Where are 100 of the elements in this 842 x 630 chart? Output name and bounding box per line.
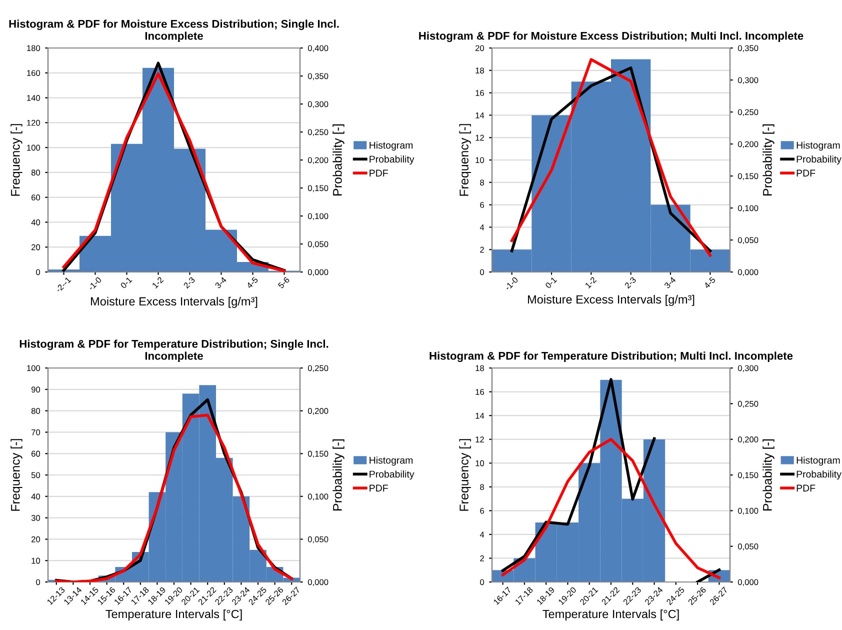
x-axis-title: Temperature Intervals [°C]: [542, 610, 679, 621]
y-tick-label: 10: [32, 558, 40, 564]
x-axis-title: Temperature Intervals [°C]: [106, 610, 242, 621]
y2-axis-title: Probability [-]: [332, 439, 344, 510]
y2-tick-label: 0,100: [738, 508, 758, 515]
y-tick-label: 18: [476, 365, 484, 372]
y2-tick-label: 0,100: [308, 494, 328, 500]
y-tick-label: 100: [27, 365, 40, 372]
y-tick-label: 4: [480, 224, 484, 230]
y2-tick-label: 0,250: [738, 109, 758, 116]
y2-tick-label: 0,250: [738, 400, 758, 408]
y-tick-label: 100: [27, 144, 40, 151]
y-tick-label: 40: [31, 219, 40, 226]
x-tick-label: 2-3: [624, 276, 636, 289]
y-tick-label: 12: [476, 436, 484, 442]
x-tick-label: 0-1: [544, 276, 558, 289]
y-tick-label: 90: [31, 386, 40, 392]
y-tick-label: 2: [480, 555, 484, 562]
y-tick-label: 2: [480, 246, 484, 253]
y2-tick-label: 0,000: [308, 579, 328, 586]
legend-label: Probability: [796, 155, 842, 165]
x-tick-label: 0-1: [120, 276, 132, 289]
y2-tick-label: 0,100: [308, 213, 328, 220]
y2-tick-label: 0,200: [308, 408, 328, 415]
y2-tick-label: 0,050: [738, 237, 758, 244]
y-tick-label: 10: [476, 460, 484, 466]
y2-tick-label: 0,300: [738, 77, 758, 84]
legend-label: Probability: [796, 470, 842, 480]
legend-label: Histogram: [796, 456, 840, 466]
y-tick-label: 0: [36, 269, 40, 276]
legend-label: Probability: [370, 155, 414, 165]
y2-tick-label: 0,000: [308, 269, 328, 276]
y-tick-label: 10: [476, 157, 484, 164]
x-axis-title: Moisture Excess Intervals [g/m³]: [91, 296, 258, 308]
y-tick-label: 20: [476, 45, 484, 52]
y-tick-label: 70: [32, 429, 40, 436]
legend-label: Probability: [370, 470, 414, 480]
y-tick-label: 14: [476, 112, 484, 118]
y2-tick-label: 0,200: [738, 141, 758, 148]
y-tick-label: 16: [476, 90, 484, 96]
y-tick-label: 12: [476, 134, 484, 141]
y-tick-label: 80: [31, 408, 40, 414]
y-tick-label: 40: [31, 494, 40, 500]
y2-axis-title: Probability [-]: [762, 439, 774, 510]
y-tick-label: 20: [32, 244, 40, 250]
chart-title: Histogram & PDF for Moisture Excess Distribution; Multi Incl. Incomplete: [419, 32, 804, 42]
y-tick-label: 14: [476, 412, 484, 419]
y2-tick-label: 0,000: [738, 579, 758, 586]
y2-tick-label: 0,150: [308, 185, 328, 192]
y2-tick-label: 0,350: [308, 73, 328, 80]
x-tick-label: 2-3: [183, 276, 196, 289]
y-axis-title: Frequency [-]: [459, 124, 471, 196]
x-tick-label: -1-0: [88, 276, 102, 291]
x-tick-label: 3-4: [214, 276, 227, 289]
x-tick-label: 1-2: [584, 276, 597, 289]
y2-tick-label: 0,150: [738, 472, 758, 480]
y-tick-label: 80: [31, 170, 40, 176]
y-tick-label: 20: [32, 536, 40, 542]
y2-tick-label: 0,200: [738, 436, 758, 444]
y-tick-label: 18: [476, 68, 484, 74]
y-tick-label: 30: [31, 515, 40, 521]
y-tick-label: 0: [480, 269, 484, 276]
y2-axis-title: Probability [-]: [332, 124, 344, 196]
y2-tick-label: 0,100: [738, 205, 758, 212]
y-tick-label: 60: [32, 194, 40, 200]
y-tick-label: 50: [31, 472, 40, 478]
y2-tick-label: 0,150: [738, 173, 758, 180]
x-tick-label: -2--1: [55, 276, 72, 293]
x-tick-label: 4-5: [704, 276, 716, 289]
y-tick-label: 6: [480, 202, 484, 208]
y2-tick-label: 0,400: [308, 45, 328, 52]
legend-label: Histogram: [796, 142, 840, 151]
legend-label: PDF: [796, 170, 816, 176]
y-tick-label: 0: [480, 579, 484, 586]
y2-tick-label: 0,250: [308, 365, 328, 372]
y-tick-label: 4: [480, 532, 484, 538]
y2-tick-label: 0,300: [738, 365, 758, 372]
y2-tick-label: 0,250: [308, 129, 328, 136]
x-axis-title: Moisture Excess Intervals [g/m³]: [528, 294, 694, 306]
y-tick-label: 180: [27, 45, 40, 52]
chart-title: Histogram & PDF for Temperature Distribution; Multi Incl. Incomplete: [430, 352, 793, 362]
y2-tick-label: 0,050: [308, 536, 328, 544]
y2-tick-label: 0,050: [308, 241, 328, 248]
y-tick-label: 6: [480, 508, 484, 514]
y-tick-label: 120: [27, 120, 40, 126]
y2-tick-label: 0,300: [308, 101, 328, 108]
legend-label: PDF: [370, 484, 388, 492]
y-axis-title: Frequency [-]: [10, 124, 22, 196]
x-tick-label: 3-4: [664, 276, 676, 289]
x-tick-label: -1-0: [504, 276, 518, 291]
y2-tick-label: 0,350: [738, 45, 758, 52]
y-tick-label: 8: [480, 180, 484, 186]
y-tick-label: 60: [32, 450, 40, 457]
chart-title: Histogram & PDF for Moisture Excess Distribution; Single Incl. Incomplete: [9, 20, 339, 42]
y2-tick-label: 0,050: [738, 544, 758, 550]
legend-label: PDF: [370, 170, 388, 176]
x-tick-label: 4-5: [246, 276, 258, 289]
y-tick-label: 8: [480, 484, 484, 490]
line-series: [501, 438, 721, 580]
legend-label: Histogram: [370, 456, 413, 466]
